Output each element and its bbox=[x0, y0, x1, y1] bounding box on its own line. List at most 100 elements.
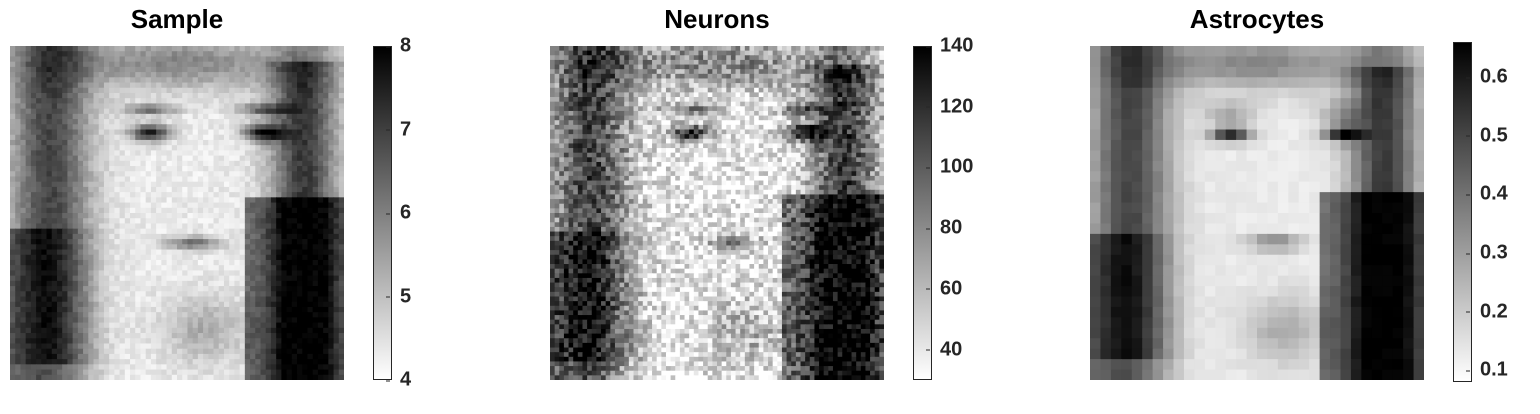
heatmap-cell bbox=[93, 353, 100, 360]
heatmap-cell bbox=[721, 97, 727, 103]
heatmap-cell bbox=[291, 160, 298, 167]
heatmap-cell bbox=[333, 275, 340, 282]
heatmap-cell bbox=[265, 51, 272, 58]
heatmap-cell bbox=[281, 92, 288, 99]
heatmap-cell bbox=[250, 51, 256, 58]
heatmap-cell bbox=[208, 139, 215, 146]
heatmap-cell bbox=[15, 119, 22, 125]
heatmap-cell bbox=[51, 369, 58, 376]
heatmap-cell bbox=[156, 139, 162, 146]
heatmap-cell bbox=[192, 61, 199, 68]
heatmap-cell bbox=[777, 59, 783, 66]
heatmap-cell bbox=[239, 228, 246, 235]
heatmap-cell bbox=[119, 265, 126, 272]
heatmap-cell bbox=[192, 244, 199, 251]
heatmap-cell bbox=[203, 343, 209, 350]
heatmap-cell bbox=[62, 223, 69, 230]
heatmap-cell bbox=[333, 113, 340, 120]
heatmap-cell bbox=[135, 171, 142, 178]
heatmap-cell bbox=[328, 280, 335, 287]
heatmap-cell bbox=[559, 83, 565, 89]
heatmap-cell bbox=[270, 202, 277, 209]
heatmap-cell bbox=[119, 139, 126, 146]
heatmap-cell bbox=[20, 312, 27, 318]
heatmap-cell bbox=[735, 83, 741, 89]
heatmap-cell bbox=[270, 223, 277, 230]
heatmap-cell bbox=[554, 64, 560, 70]
heatmap-cell bbox=[229, 296, 236, 303]
heatmap-cell bbox=[856, 50, 862, 56]
heatmap-cell bbox=[601, 78, 607, 84]
heatmap-cell bbox=[675, 59, 681, 66]
heatmap-cell bbox=[260, 113, 267, 120]
heatmap-cell bbox=[213, 291, 220, 298]
heatmap-cell bbox=[72, 348, 79, 355]
heatmap-cell bbox=[161, 317, 168, 324]
heatmap-cell bbox=[317, 155, 324, 162]
heatmap-cell bbox=[312, 369, 319, 376]
heatmap-cell bbox=[156, 145, 162, 151]
heatmap-cell bbox=[98, 51, 105, 58]
heatmap-cell bbox=[10, 176, 16, 183]
heatmap-cell bbox=[156, 218, 162, 225]
heatmap-cell bbox=[109, 92, 115, 99]
heatmap-cell bbox=[577, 69, 584, 75]
heatmap-cell bbox=[187, 301, 194, 308]
heatmap-cell bbox=[83, 353, 89, 360]
heatmap-cell bbox=[307, 139, 314, 146]
heatmap-cell bbox=[145, 218, 152, 225]
heatmap-cell bbox=[781, 55, 788, 61]
heatmap-cell bbox=[338, 113, 344, 120]
heatmap-cell bbox=[103, 286, 110, 292]
heatmap-cell bbox=[171, 338, 178, 345]
heatmap-cell bbox=[307, 103, 314, 110]
heatmap-cell bbox=[192, 155, 199, 162]
heatmap-cell bbox=[140, 280, 147, 287]
heatmap-cell bbox=[15, 166, 22, 172]
heatmap-cell bbox=[150, 51, 157, 58]
heatmap-cell bbox=[192, 301, 199, 308]
heatmap-cell bbox=[208, 228, 215, 235]
heatmap-cell bbox=[239, 72, 246, 78]
heatmap-cell bbox=[124, 348, 131, 355]
heatmap-cell bbox=[109, 176, 115, 183]
heatmap-cell bbox=[25, 364, 32, 371]
heatmap-cell bbox=[156, 87, 162, 94]
heatmap-cell bbox=[276, 223, 282, 230]
heatmap-cell bbox=[338, 218, 344, 225]
heatmap-cell bbox=[197, 197, 204, 204]
heatmap-cell bbox=[177, 317, 183, 324]
heatmap-cell bbox=[763, 55, 769, 61]
heatmap-cell bbox=[265, 233, 272, 240]
heatmap-cell bbox=[156, 56, 162, 63]
heatmap-cell bbox=[239, 223, 246, 230]
heatmap-cell bbox=[72, 359, 79, 365]
heatmap-cell bbox=[239, 359, 246, 365]
heatmap-cell bbox=[77, 353, 84, 360]
heatmap-cell bbox=[323, 129, 329, 136]
heatmap-cell bbox=[276, 145, 282, 151]
heatmap-cell bbox=[83, 338, 89, 345]
heatmap-cell bbox=[150, 108, 157, 115]
heatmap-cell bbox=[171, 134, 178, 141]
heatmap-cell bbox=[192, 66, 199, 73]
heatmap-cell bbox=[772, 92, 778, 98]
heatmap-cell bbox=[291, 275, 298, 282]
heatmap-cell bbox=[328, 296, 335, 303]
heatmap-cell bbox=[192, 374, 199, 380]
heatmap-cell bbox=[62, 265, 69, 272]
heatmap-cell bbox=[130, 192, 136, 198]
colorbar-tick-label: 4 bbox=[385, 368, 412, 391]
heatmap-cell bbox=[208, 92, 215, 99]
heatmap-cell bbox=[276, 160, 282, 167]
heatmap-cell bbox=[109, 113, 115, 120]
heatmap-cell bbox=[130, 124, 136, 131]
heatmap-cell bbox=[707, 64, 713, 70]
heatmap-cell bbox=[187, 61, 194, 68]
heatmap-cell bbox=[145, 223, 152, 230]
heatmap-cell bbox=[51, 353, 58, 360]
heatmap-cell bbox=[182, 317, 189, 324]
heatmap-cell bbox=[229, 364, 236, 371]
heatmap-cell bbox=[203, 176, 209, 183]
heatmap-cell bbox=[244, 82, 251, 89]
